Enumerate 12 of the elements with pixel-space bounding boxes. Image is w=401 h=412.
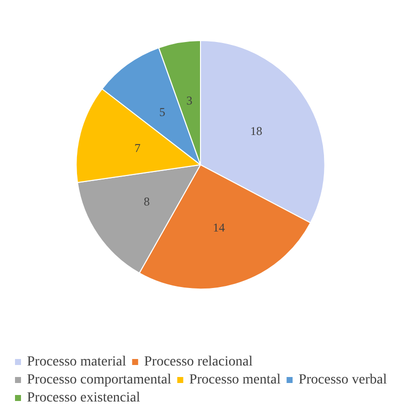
data-label: 3 — [186, 94, 192, 108]
data-label: 18 — [250, 124, 262, 138]
legend-label: Processo verbal — [298, 372, 387, 388]
data-label: 5 — [159, 105, 166, 120]
data-label: 7 — [134, 141, 140, 156]
legend-label: Processo material — [27, 354, 126, 370]
legend-label: Processo mental — [189, 372, 281, 388]
legend-label: Processo comportamental — [27, 372, 172, 388]
data-label: 8 — [144, 194, 150, 209]
legend-label: Processo relacional — [144, 354, 253, 370]
legend-label: Processo existencial — [27, 390, 140, 406]
data-label: 14 — [212, 220, 225, 234]
